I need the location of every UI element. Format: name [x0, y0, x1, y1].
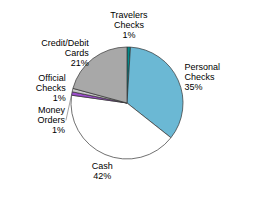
- category-label: TravelersChecks: [110, 10, 148, 30]
- slice-label: TravelersChecks1%: [110, 10, 148, 40]
- category-label: PersonalChecks: [185, 62, 221, 82]
- pie-slice: [71, 95, 171, 159]
- category-label: OfficialChecks: [36, 73, 67, 93]
- value-label: 1%: [122, 30, 135, 40]
- slice-label: OfficialChecks1%: [36, 73, 67, 103]
- value-label: 35%: [185, 82, 203, 92]
- value-label: 21%: [71, 58, 89, 68]
- leader-line: [66, 93, 72, 120]
- pie-chart: TravelersChecks1%PersonalChecks35%Cash42…: [0, 0, 254, 210]
- slice-label: Cash42%: [92, 161, 113, 181]
- value-label: 1%: [52, 125, 65, 135]
- slices: [71, 47, 183, 159]
- value-label: 1%: [53, 93, 66, 103]
- category-label: MoneyOrders: [37, 105, 65, 125]
- value-label: 42%: [93, 171, 111, 181]
- slice-labels: TravelersChecks1%PersonalChecks35%Cash42…: [36, 10, 220, 181]
- slice-label: MoneyOrders1%: [37, 105, 65, 135]
- slice-label: PersonalChecks35%: [185, 62, 221, 92]
- category-label: Cash: [92, 161, 113, 171]
- category-label: Credit/DebitCards: [41, 38, 89, 58]
- chart-container: TravelersChecks1%PersonalChecks35%Cash42…: [0, 0, 254, 210]
- slice-label: Credit/DebitCards21%: [41, 38, 89, 68]
